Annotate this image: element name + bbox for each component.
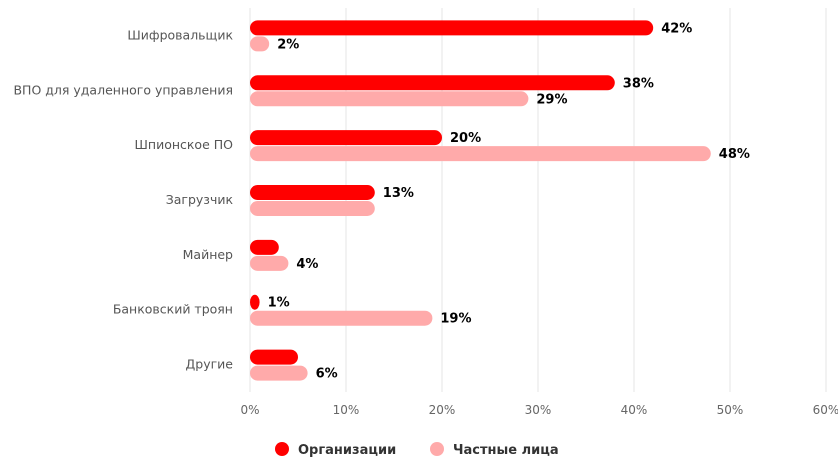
legend-label: Организации bbox=[298, 443, 396, 457]
data-label: 6% bbox=[316, 367, 338, 382]
bar-organizations bbox=[250, 185, 375, 200]
data-label: 19% bbox=[440, 312, 471, 327]
category-label: Майнер bbox=[183, 247, 233, 262]
bar-individuals bbox=[250, 36, 270, 52]
bar-individuals bbox=[250, 255, 289, 271]
bar-individuals bbox=[250, 91, 529, 107]
data-label: 2% bbox=[277, 37, 299, 52]
bar-organizations bbox=[250, 294, 260, 310]
bar-organizations bbox=[250, 130, 442, 146]
x-tick-label: 30% bbox=[525, 403, 552, 417]
data-label: 42% bbox=[661, 21, 692, 36]
data-label: 13% bbox=[383, 186, 414, 201]
category-label: Банковский троян bbox=[113, 302, 233, 317]
x-tick-label: 10% bbox=[333, 403, 360, 417]
x-tick-label: 20% bbox=[429, 403, 456, 417]
legend-label: Частные лица bbox=[453, 443, 559, 457]
bar-individuals bbox=[250, 310, 433, 326]
data-label: 48% bbox=[719, 147, 750, 162]
bar-organizations bbox=[250, 20, 654, 36]
x-tick-label: 50% bbox=[717, 403, 744, 417]
bar-organizations bbox=[250, 239, 279, 255]
category-label: Загрузчик bbox=[166, 192, 234, 207]
data-label: 20% bbox=[450, 131, 481, 146]
bar-individuals bbox=[250, 146, 711, 162]
category-label: Шифровальщик bbox=[127, 27, 233, 42]
data-label: 1% bbox=[268, 296, 290, 311]
x-tick-label: 60% bbox=[813, 403, 838, 417]
bar-organizations bbox=[250, 349, 298, 365]
category-label: Другие bbox=[186, 357, 234, 372]
bar-individuals bbox=[250, 365, 308, 381]
data-label: 4% bbox=[296, 257, 318, 272]
data-label: 38% bbox=[623, 76, 654, 91]
legend-marker bbox=[275, 442, 289, 456]
x-tick-label: 0% bbox=[240, 403, 259, 417]
bar-organizations bbox=[250, 75, 615, 91]
legend-marker bbox=[430, 442, 444, 456]
category-label: Шпионское ПО bbox=[135, 137, 234, 152]
data-label: 29% bbox=[536, 92, 567, 107]
category-label: ВПО для удаленного управления bbox=[13, 82, 233, 97]
bar-individuals bbox=[250, 201, 375, 216]
x-tick-label: 40% bbox=[621, 403, 648, 417]
